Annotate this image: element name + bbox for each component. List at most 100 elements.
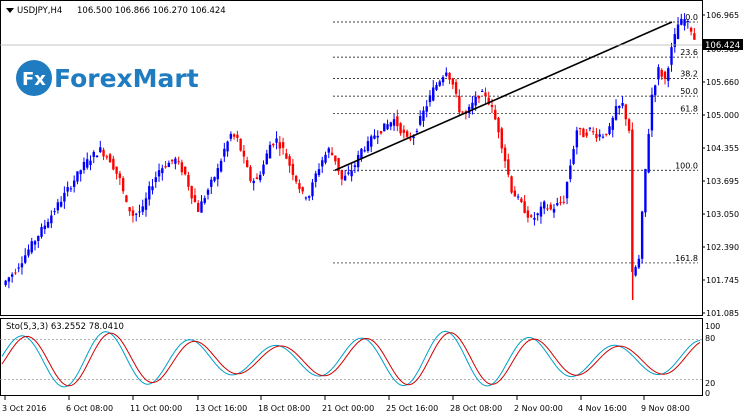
candle-body [484, 92, 487, 97]
symbol-dropdown-icon[interactable] [6, 8, 14, 13]
candle-body [513, 190, 517, 197]
candle-body [324, 154, 327, 163]
price-axis: 106.965106.305105.660105.000104.355103.6… [702, 11, 739, 318]
candle-body [683, 18, 686, 26]
fib-level-label: 61.8 [680, 105, 698, 114]
fib-level-label: 50.0 [680, 87, 698, 96]
candle-body [141, 206, 144, 212]
candle-body [259, 174, 262, 181]
candle-body [559, 202, 562, 204]
time-axis-label: 18 Oct 08:00 [258, 404, 310, 413]
candle-body [399, 123, 402, 134]
svg-text:Fx: Fx [22, 69, 46, 90]
candle-body [14, 272, 17, 274]
candle-body [412, 136, 415, 139]
candle-body [582, 128, 585, 138]
candle-body [76, 171, 79, 182]
candle-body [206, 189, 210, 195]
candle-body [151, 186, 154, 191]
fib-level-label: 161.8 [675, 254, 698, 263]
candle-body [601, 136, 605, 138]
candle-body [69, 188, 73, 190]
candle-body [268, 144, 272, 159]
price-axis-label: 105.660 [706, 78, 739, 87]
candle-body [223, 148, 226, 157]
candle-body [383, 123, 386, 132]
svg-text:106.424: 106.424 [705, 41, 740, 51]
candle-body [487, 97, 490, 105]
candle-body [37, 235, 40, 241]
candle-body [676, 24, 680, 40]
candle-body [441, 77, 445, 83]
stoch-main-line [1, 330, 701, 388]
candle-body [673, 34, 676, 47]
candle-body [301, 187, 304, 192]
candle-body [138, 211, 141, 213]
candle-body [539, 206, 543, 217]
candle-body [621, 102, 624, 106]
candle-body [193, 195, 197, 202]
candle-body [425, 106, 428, 112]
candle-body [340, 170, 344, 180]
candle-body [187, 174, 190, 187]
candle-body [115, 166, 118, 174]
candle-body [689, 27, 693, 32]
candle-body [226, 141, 229, 152]
candle-body [497, 117, 500, 133]
candle-body [575, 130, 579, 148]
candle-body [353, 165, 357, 168]
time-axis-label: 3 Oct 2016 [2, 404, 46, 413]
time-axis: 3 Oct 2016 6 Oct 08:00 11 Oct 00:00 13 Oct … [2, 396, 690, 413]
candle-body [102, 149, 105, 157]
candle-body [480, 91, 484, 93]
fibonacci-retracement[interactable]: 0.0 23.6 38.2 50.0 61.8 100.0 161.8 [333, 13, 698, 264]
candle-body [503, 147, 507, 162]
candle-body [627, 119, 631, 131]
candle-body [180, 162, 184, 173]
forexmart-logo: Fx ForexMart [16, 60, 199, 96]
candle-body [311, 182, 314, 197]
trendline[interactable] [334, 21, 673, 172]
candle-body [347, 172, 350, 174]
candle-body [608, 126, 611, 134]
candle-body [516, 196, 520, 198]
indicator-label: Sto(5,3,3) 63.2552 78.0410 [6, 322, 124, 332]
svg-text:0: 0 [705, 389, 710, 398]
candle-body [445, 72, 448, 76]
candle-body [245, 160, 249, 168]
candle-body [660, 69, 663, 77]
candle-body [667, 68, 670, 81]
candle-body [520, 198, 523, 203]
candle-body [46, 221, 50, 228]
current-price-tag: 106.424 [703, 39, 743, 51]
candle-body [415, 130, 419, 132]
candle-body [448, 72, 451, 80]
candle-body [89, 160, 92, 165]
candle-body [461, 111, 464, 113]
candle-body [210, 179, 213, 187]
candle-body [219, 160, 223, 172]
candle-body [663, 71, 667, 79]
time-axis-label: 4 Nov 16:00 [578, 404, 627, 413]
candle-body [20, 263, 24, 268]
candle-body [438, 81, 441, 86]
candle-body [314, 173, 317, 182]
candle-body [7, 277, 11, 282]
candlesticks [4, 13, 696, 300]
price-axis-label: 103.695 [706, 177, 739, 186]
candle-body [618, 105, 621, 109]
candle-body [670, 47, 673, 65]
candle-body [82, 161, 86, 171]
price-axis-label: 104.355 [706, 144, 739, 153]
candle-body [510, 176, 513, 193]
candle-body [640, 211, 644, 259]
candle-body [334, 155, 337, 162]
candle-body [79, 170, 82, 175]
candle-body [396, 116, 399, 127]
candle-body [177, 161, 180, 163]
candle-body [262, 164, 265, 175]
candle-body [95, 155, 99, 158]
candle-body [203, 198, 206, 203]
candle-body [350, 170, 353, 177]
